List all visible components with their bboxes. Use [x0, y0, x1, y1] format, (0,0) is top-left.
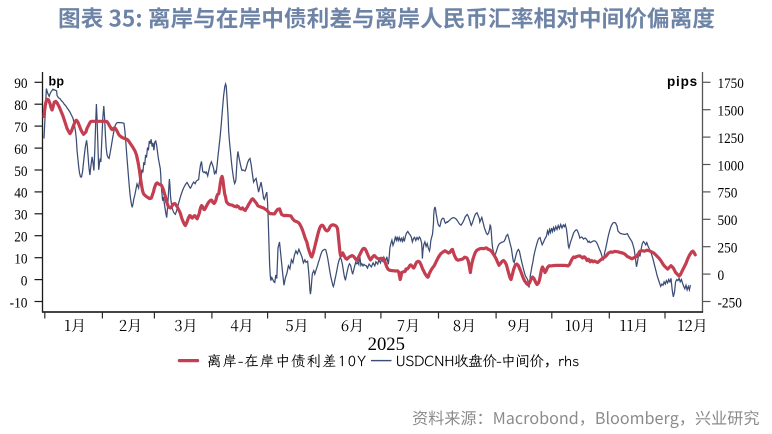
svg-text:1750: 1750: [718, 76, 744, 92]
svg-text:90: 90: [14, 76, 27, 92]
svg-text:50: 50: [14, 164, 27, 180]
svg-text:bp: bp: [49, 75, 65, 89]
svg-text:10: 10: [14, 252, 27, 268]
svg-text:pips: pips: [667, 74, 698, 89]
svg-text:1250: 1250: [718, 131, 744, 147]
svg-text:0: 0: [718, 268, 725, 284]
svg-text:2025: 2025: [368, 334, 405, 355]
svg-text:250: 250: [718, 241, 738, 257]
svg-text:60: 60: [14, 142, 27, 158]
svg-text:20: 20: [14, 230, 27, 246]
svg-text:1500: 1500: [718, 104, 744, 120]
svg-text:0: 0: [21, 273, 28, 289]
svg-text:-250: -250: [718, 295, 742, 311]
svg-text:30: 30: [14, 208, 27, 224]
svg-text:40: 40: [14, 186, 27, 202]
svg-text:500: 500: [718, 213, 738, 229]
svg-text:80: 80: [14, 98, 27, 114]
svg-text:-10: -10: [10, 295, 28, 311]
svg-text:1000: 1000: [718, 158, 744, 174]
svg-text:750: 750: [718, 186, 738, 202]
svg-text:70: 70: [14, 120, 27, 136]
